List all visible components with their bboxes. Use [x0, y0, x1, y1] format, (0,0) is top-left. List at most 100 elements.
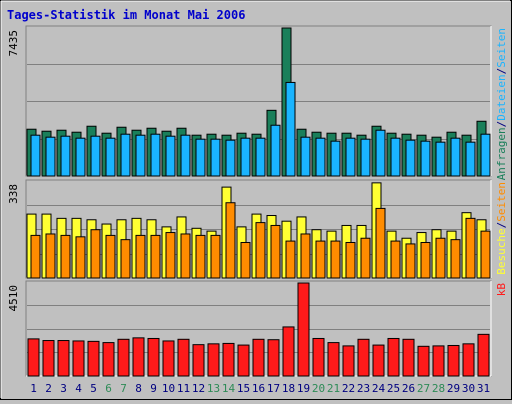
- bar-dateien-day-18: [285, 81, 296, 177]
- legend-part: Besuche: [495, 228, 508, 274]
- bar-kb-day-2: [42, 340, 55, 377]
- bar-kb-day-6: [102, 342, 115, 377]
- panel-hits-files: 7435 Anfragen/Dateien/Seiten: [7, 25, 508, 180]
- x-tick-label: 31: [477, 382, 490, 395]
- bar-kb-day-31: [477, 333, 490, 377]
- legend-part: Dateien: [495, 74, 508, 120]
- bar-dateien-day-29: [450, 137, 461, 177]
- bar-dateien-day-17: [270, 124, 281, 177]
- bar-kb-day-26: [402, 338, 415, 377]
- bar-kb-day-27: [417, 345, 430, 377]
- bar-dateien-day-26: [405, 139, 416, 177]
- x-tick-label: 22: [342, 382, 355, 395]
- bar-seiten-day-11: [180, 233, 191, 279]
- bar-dateien-day-23: [360, 138, 371, 177]
- bar-dateien-day-9: [150, 133, 161, 177]
- bar-kb-day-19: [297, 282, 310, 377]
- x-tick-label: 23: [357, 382, 370, 395]
- bar-dateien-day-6: [105, 137, 116, 177]
- bar-kb-day-15: [237, 344, 250, 377]
- bar-seiten-day-8: [135, 234, 146, 279]
- bar-seiten-day-13: [210, 234, 221, 279]
- x-tick-label: 15: [237, 382, 250, 395]
- bar-seiten-day-14: [225, 202, 236, 279]
- bar-kb-day-14: [222, 342, 235, 377]
- x-tick-label: 10: [162, 382, 175, 395]
- bar-kb-day-11: [177, 338, 190, 377]
- bar-dateien-day-22: [345, 137, 356, 177]
- bar-seiten-day-17: [270, 224, 281, 279]
- x-tick-label: 5: [90, 382, 97, 395]
- bar-seiten-day-21: [330, 240, 341, 279]
- bar-seiten-day-29: [450, 239, 461, 279]
- bar-seiten-day-5: [90, 229, 101, 279]
- chart-panels: 7435Anfragen/Dateien/Seiten338Besuche/Se…: [7, 25, 508, 377]
- bar-seiten-day-26: [405, 243, 416, 279]
- bar-seiten-day-30: [465, 217, 476, 279]
- bar-kb-day-29: [447, 344, 460, 377]
- bar-dateien-day-8: [135, 134, 146, 177]
- bar-kb-day-7: [117, 338, 130, 377]
- legend-part: Seiten: [495, 182, 508, 222]
- bar-dateien-day-14: [225, 139, 236, 177]
- bar-seiten-day-24: [375, 207, 386, 279]
- legend-part: /: [495, 222, 508, 229]
- series-legend-label: Anfragen/Dateien/Seiten: [495, 28, 508, 180]
- x-tick-label: 12: [192, 382, 205, 395]
- bar-seiten-day-31: [480, 230, 491, 279]
- bar-kb-day-25: [387, 337, 400, 377]
- bar-seiten-day-10: [165, 232, 176, 279]
- bar-dateien-day-20: [315, 137, 326, 177]
- bar-seiten-day-12: [195, 234, 206, 279]
- bar-kb-day-16: [252, 338, 265, 377]
- x-tick-label: 11: [177, 382, 190, 395]
- x-tick-label: 4: [75, 382, 82, 395]
- bar-kb-day-17: [267, 339, 280, 377]
- bar-dateien-day-25: [390, 137, 401, 177]
- bar-seiten-day-2: [45, 233, 56, 279]
- bar-dateien-day-4: [75, 137, 86, 177]
- bar-kb-day-13: [207, 343, 220, 377]
- bar-kb-day-5: [87, 340, 100, 377]
- x-tick-label: 24: [372, 382, 386, 395]
- bar-seiten-day-9: [150, 234, 161, 279]
- x-tick-label: 8: [135, 382, 142, 395]
- bar-kb-day-20: [312, 337, 325, 377]
- x-tick-label: 28: [432, 382, 445, 395]
- x-tick-label: 26: [402, 382, 415, 395]
- x-tick-label: 3: [60, 382, 67, 395]
- bar-kb-day-3: [57, 340, 70, 377]
- bar-seiten-day-15: [240, 241, 251, 279]
- panel-kb: 4510 kB: [7, 280, 508, 377]
- series-legend-label: Besuche/Seiten: [495, 182, 508, 275]
- bar-seiten-day-18: [285, 240, 296, 279]
- legend-part: /: [495, 121, 508, 128]
- x-tick-label: 16: [252, 382, 265, 395]
- bar-seiten-day-4: [75, 236, 86, 279]
- bar-dateien-day-27: [420, 140, 431, 177]
- x-tick-label: 20: [312, 382, 325, 395]
- legend-part: /: [495, 68, 508, 75]
- bar-seiten-day-25: [390, 240, 401, 279]
- bar-dateien-day-3: [60, 135, 71, 177]
- bar-dateien-day-21: [330, 140, 341, 177]
- series-legend-label: kB: [495, 283, 508, 297]
- bar-kb-day-30: [462, 343, 475, 377]
- bar-dateien-day-28: [435, 141, 446, 177]
- chart-title: Tages-Statistik im Monat Mai 2006: [7, 8, 245, 22]
- bar-dateien-day-16: [255, 137, 266, 177]
- bar-dateien-day-12: [195, 138, 206, 177]
- bar-dateien-day-19: [300, 136, 311, 177]
- x-tick-label: 30: [462, 382, 475, 395]
- x-tick-label: 7: [120, 382, 127, 395]
- x-tick-label: 9: [150, 382, 157, 395]
- bar-dateien-day-5: [90, 135, 101, 177]
- bar-kb-day-24: [372, 344, 385, 377]
- bar-kb-day-23: [357, 338, 370, 377]
- bar-kb-day-4: [72, 340, 85, 377]
- bar-kb-day-28: [432, 345, 445, 377]
- bar-dateien-day-11: [180, 134, 191, 177]
- y-max-label: 7435: [7, 30, 20, 57]
- x-tick-label: 19: [297, 382, 310, 395]
